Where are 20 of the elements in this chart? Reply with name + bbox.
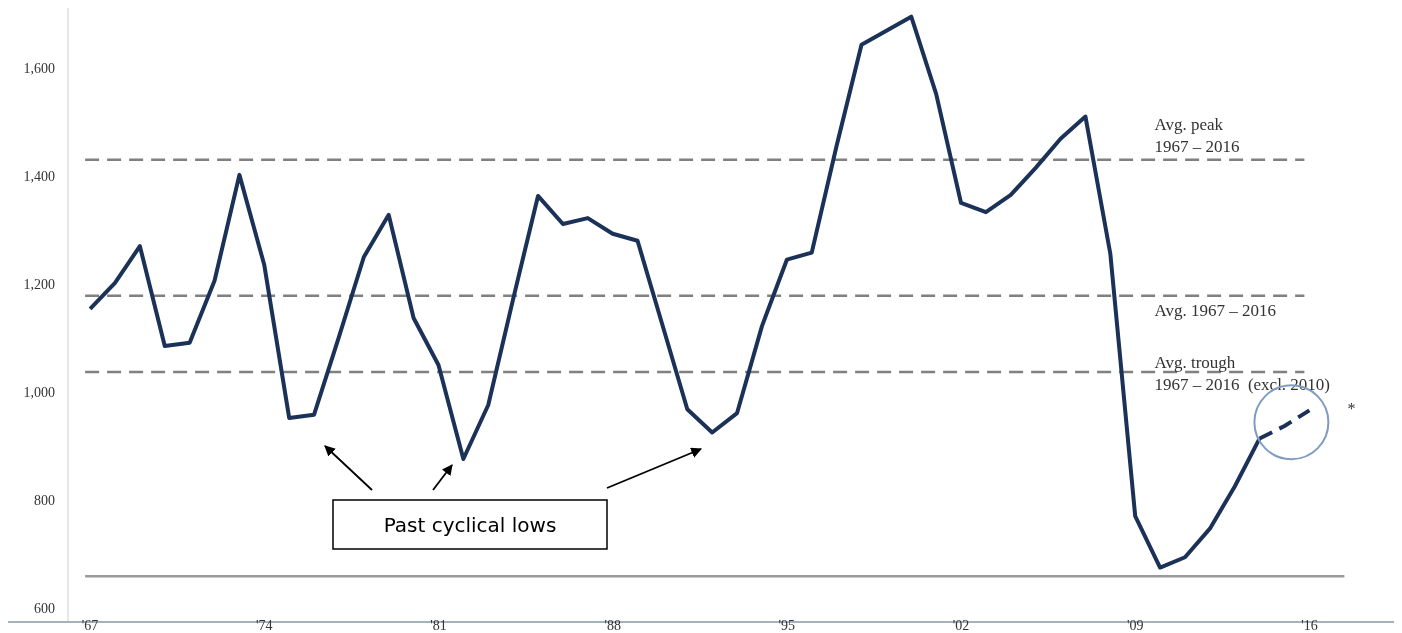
ref-line-label: Avg. trough 1967 – 2016 (excl. 2010) (1154, 353, 1331, 395)
ref-line-label: Avg. peak 1967 – 2016 (1154, 114, 1240, 156)
x-tick-label: '88 (604, 618, 621, 633)
y-tick-label: 600 (34, 601, 55, 617)
annotation: * (1347, 400, 1356, 418)
x-tick-label: '81 (430, 618, 447, 633)
x-tick-label: '09 (1126, 618, 1144, 633)
y-tick-label: 1,400 (23, 169, 55, 185)
y-tick-label: 1,600 (23, 61, 55, 77)
y-tick-label: 1,200 (23, 277, 55, 293)
x-tick-label: '74 (256, 618, 273, 633)
annotation: Past cyclical lows (383, 513, 557, 537)
ref-line-label: Avg. 1967 – 2016 (1154, 300, 1276, 320)
x-tick-label: '02 (952, 618, 970, 633)
x-tick-label: '16 (1301, 618, 1318, 633)
y-tick-label: 800 (34, 493, 55, 509)
x-tick-label: '95 (778, 618, 796, 633)
y-tick-label: 1,000 (23, 385, 55, 401)
text-box: Past cyclical lows (332, 499, 608, 550)
x-tick-label: '67 (81, 618, 99, 633)
